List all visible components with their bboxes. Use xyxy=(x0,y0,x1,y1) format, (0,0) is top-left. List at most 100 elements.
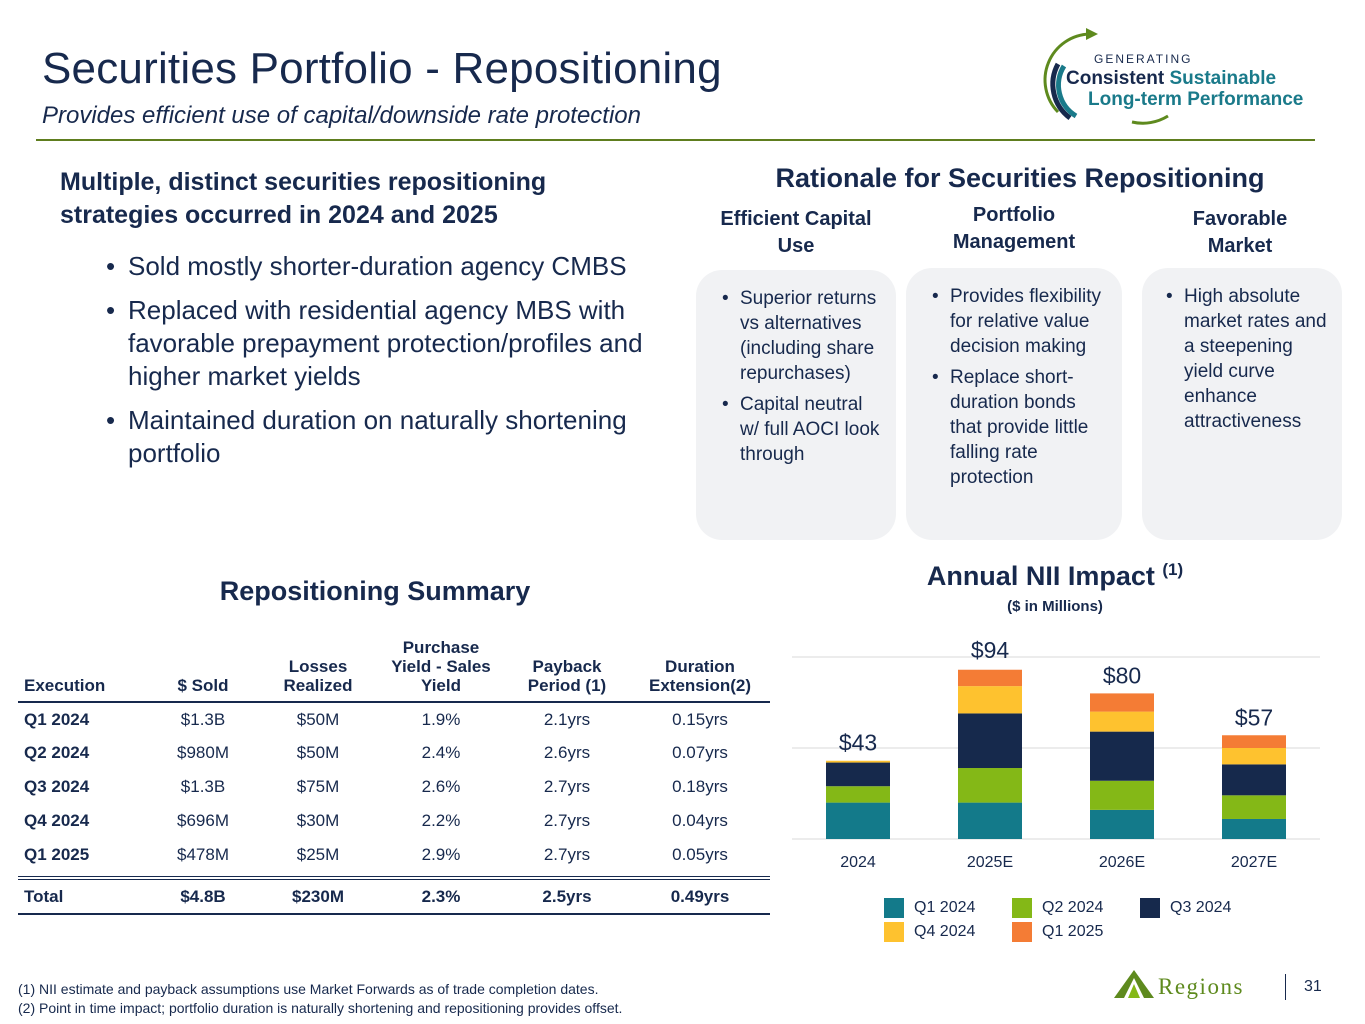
table-cell: 0.07yrs xyxy=(672,743,728,762)
regions-logo: Regions xyxy=(1114,968,1274,1002)
chart-title-footnote: (1) xyxy=(1162,560,1184,579)
rationale-bullet: Capital neutral w/ full AOCI look throug… xyxy=(722,392,882,467)
rationale-card-efficient-capital: Superior returns vs alternatives (includ… xyxy=(696,270,896,540)
footer-divider xyxy=(1285,974,1286,1000)
brand-generating: GENERATING xyxy=(1094,52,1193,66)
footnote: (1) NII estimate and payback assumptions… xyxy=(18,981,599,997)
table-cell: 2.5yrs xyxy=(504,876,630,915)
rationale-bullet: Provides flexibility for relative value … xyxy=(932,284,1108,359)
chart-title: Annual NII Impact (1) xyxy=(840,560,1270,592)
strategies-heading: Multiple, distinct securities reposition… xyxy=(60,168,547,229)
bar-segment xyxy=(958,802,1022,839)
rationale-bullet: Superior returns vs alternatives (includ… xyxy=(722,286,882,386)
circular-arrow-icon xyxy=(1043,28,1169,125)
table-header-row: Execution $ Sold Losses Realized Purchas… xyxy=(18,636,770,703)
table-cell: 2.7yrs xyxy=(543,777,591,796)
legend-item-q3-2024: Q3 2024 xyxy=(1140,898,1231,918)
rationale-bullet: Replace short-duration bonds that provid… xyxy=(932,365,1108,490)
strategy-bullet: Maintained duration on naturally shorten… xyxy=(106,404,666,470)
bar-segment xyxy=(1090,711,1154,732)
column-header: Payback Period (1) xyxy=(504,636,630,703)
legend-item-q2-2024: Q2 2024 xyxy=(1012,898,1103,918)
table-row: Q4 2024 $696M $30M 2.2% 2.7yrs 0.04yrs xyxy=(18,804,770,838)
x-tick-label: 2027E xyxy=(1231,854,1277,871)
legend-swatch xyxy=(1012,898,1032,918)
x-tick-label: 2025E xyxy=(967,854,1013,871)
chart-title-text: Annual NII Impact xyxy=(926,561,1155,591)
table-cell: 0.18yrs xyxy=(672,777,728,796)
x-tick-label: 2024 xyxy=(840,854,876,871)
bar-total-label: $80 xyxy=(1103,662,1141,688)
table-cell: 2.4% xyxy=(421,743,461,762)
table-cell: Q4 2024 xyxy=(24,811,90,830)
rationale-heading-favorable-market: Favorable Market xyxy=(1192,208,1288,257)
table-cell: $1.3B xyxy=(180,709,226,729)
table-cell: 0.04yrs xyxy=(672,811,728,830)
bar-segment xyxy=(958,686,1022,714)
table-cell: 2.2% xyxy=(421,811,461,830)
table-cell: 2.1yrs xyxy=(543,709,591,729)
bar-segment xyxy=(826,786,890,803)
table-cell: $230M xyxy=(258,876,378,915)
table-cell: 0.49yrs xyxy=(630,876,770,915)
legend-swatch xyxy=(1012,922,1032,942)
bar-segment xyxy=(1090,780,1154,810)
footnote: (2) Point in time impact; portfolio dura… xyxy=(18,1000,623,1016)
bar-segment xyxy=(826,762,890,787)
bar-segment xyxy=(1222,795,1286,819)
legend-swatch xyxy=(884,898,904,918)
legend-swatch xyxy=(1140,898,1160,918)
summary-title: Repositioning Summary xyxy=(219,576,531,606)
table-row: Q1 2024 $1.3B $50M 1.9% 2.1yrs 0.15yrs xyxy=(18,702,770,736)
column-header: Duration Extension(2) xyxy=(630,636,770,703)
header-divider xyxy=(36,139,1315,141)
column-header: Losses Realized xyxy=(258,636,378,703)
legend-item-q4-2024: Q4 2024 xyxy=(884,922,975,942)
page-number: 31 xyxy=(1304,978,1322,995)
rationale-heading-portfolio-management: Portfolio Management xyxy=(952,204,1076,253)
bar-segment xyxy=(1222,748,1286,765)
footnotes: (1) NII estimate and payback assumptions… xyxy=(18,980,622,1018)
table-cell: 1.9% xyxy=(421,709,461,729)
bar-segment xyxy=(958,768,1022,803)
table-cell: $30M xyxy=(296,811,340,830)
table-cell: 2.7yrs xyxy=(543,811,591,830)
table-cell: $50M xyxy=(296,709,340,729)
rationale-heading-efficient-capital: Efficient Capital Use xyxy=(720,208,872,257)
legend-item-q1-2025: Q1 2025 xyxy=(1012,922,1103,942)
generating-performance-logo: GENERATING Consistent Sustainable Long-t… xyxy=(1036,26,1336,126)
legend-swatch xyxy=(884,922,904,942)
table-cell: 2.6yrs xyxy=(543,743,591,762)
table-cell: $478M xyxy=(177,845,229,864)
strategy-bullet: Sold mostly shorter-duration agency CMBS xyxy=(106,250,666,283)
table-cell: Q2 2024 xyxy=(24,743,90,762)
table-row: Q3 2024 $1.3B $75M 2.6% 2.7yrs 0.18yrs xyxy=(18,770,770,804)
legend-item-q1-2024: Q1 2024 xyxy=(884,898,975,918)
brand-line-2: Long-term Performance xyxy=(1088,89,1304,110)
table-cell: $696M xyxy=(177,811,229,830)
table-cell: 2.7yrs xyxy=(543,845,591,864)
legend-label: Q1 2024 xyxy=(914,899,976,916)
legend-label: Q4 2024 xyxy=(914,923,976,940)
strategy-bullet: Replaced with residential agency MBS wit… xyxy=(106,294,666,393)
table-cell: $980M xyxy=(177,743,229,762)
brand-consistent: Consistent xyxy=(1066,68,1165,89)
table-cell: Q1 2025 xyxy=(24,845,90,864)
column-header: Purchase Yield - Sales Yield xyxy=(378,636,504,703)
bar-segment xyxy=(958,669,1022,687)
rationale-card-favorable-market: High absolute market rates and a steepen… xyxy=(1142,268,1342,540)
brand-line-1: Consistent Sustainable xyxy=(1066,68,1276,90)
bar-segment xyxy=(958,713,1022,769)
table-row: Q1 2025 $478M $25M 2.9% 2.7yrs 0.05yrs xyxy=(18,838,770,872)
legend-label: Q2 2024 xyxy=(1042,899,1104,916)
rationale-card-portfolio-management: Provides flexibility for relative value … xyxy=(906,268,1122,540)
table-cell: $75M xyxy=(296,777,340,796)
rationale-bullet: High absolute market rates and a steepen… xyxy=(1166,284,1328,434)
table-cell: 2.3% xyxy=(378,876,504,915)
table-cell: 2.6% xyxy=(421,777,461,796)
bar-total-label: $57 xyxy=(1235,704,1273,730)
annual-nii-chart: $43 2024 $94 2025E $80 2026E $57 2027E xyxy=(792,637,1320,871)
repositioning-summary-table: Execution $ Sold Losses Realized Purchas… xyxy=(18,636,770,915)
legend-label: Q3 2024 xyxy=(1170,899,1232,916)
bar-segment xyxy=(1090,809,1154,839)
